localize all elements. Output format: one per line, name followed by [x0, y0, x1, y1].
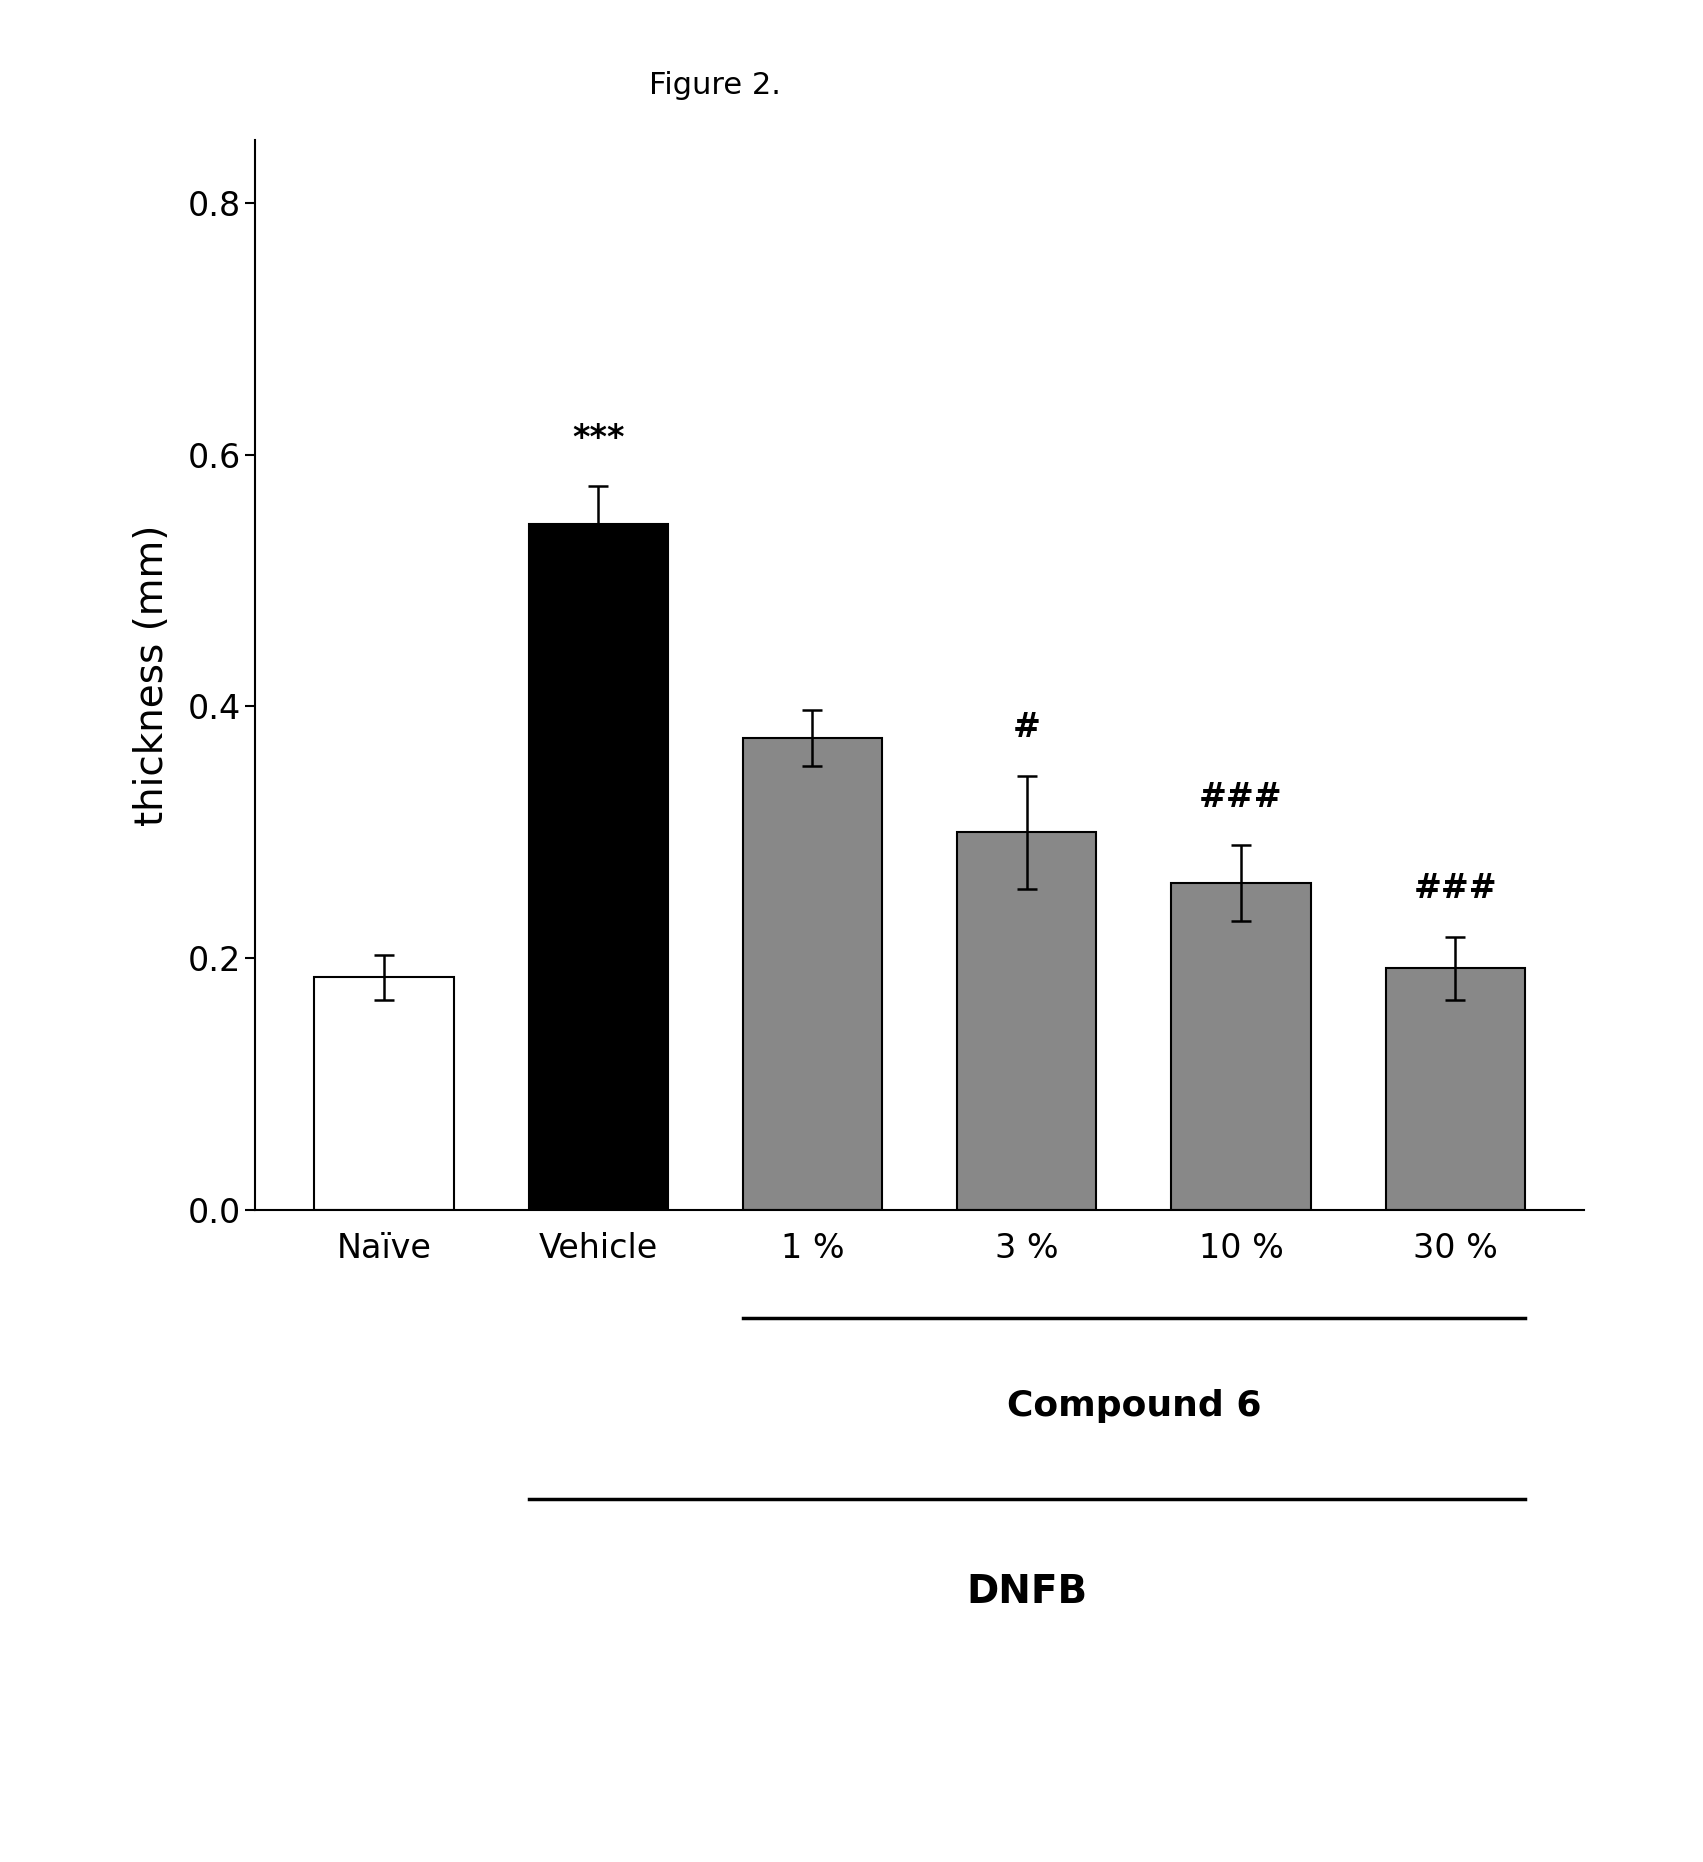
Bar — [1386, 968, 1524, 1210]
Text: Compound 6: Compound 6 — [1006, 1389, 1262, 1423]
Bar — [528, 523, 668, 1210]
Bar — [1172, 883, 1311, 1210]
Bar — [957, 832, 1097, 1210]
Text: Figure 2.: Figure 2. — [649, 71, 782, 101]
Text: #: # — [1013, 711, 1041, 745]
Text: ###: ### — [1413, 873, 1497, 905]
Bar — [315, 978, 453, 1210]
Text: DNFB: DNFB — [966, 1573, 1087, 1611]
Bar — [743, 737, 882, 1210]
Y-axis label: thickness (mm): thickness (mm) — [133, 525, 170, 825]
Text: ###: ### — [1199, 780, 1282, 814]
Text: ***: *** — [572, 421, 625, 454]
